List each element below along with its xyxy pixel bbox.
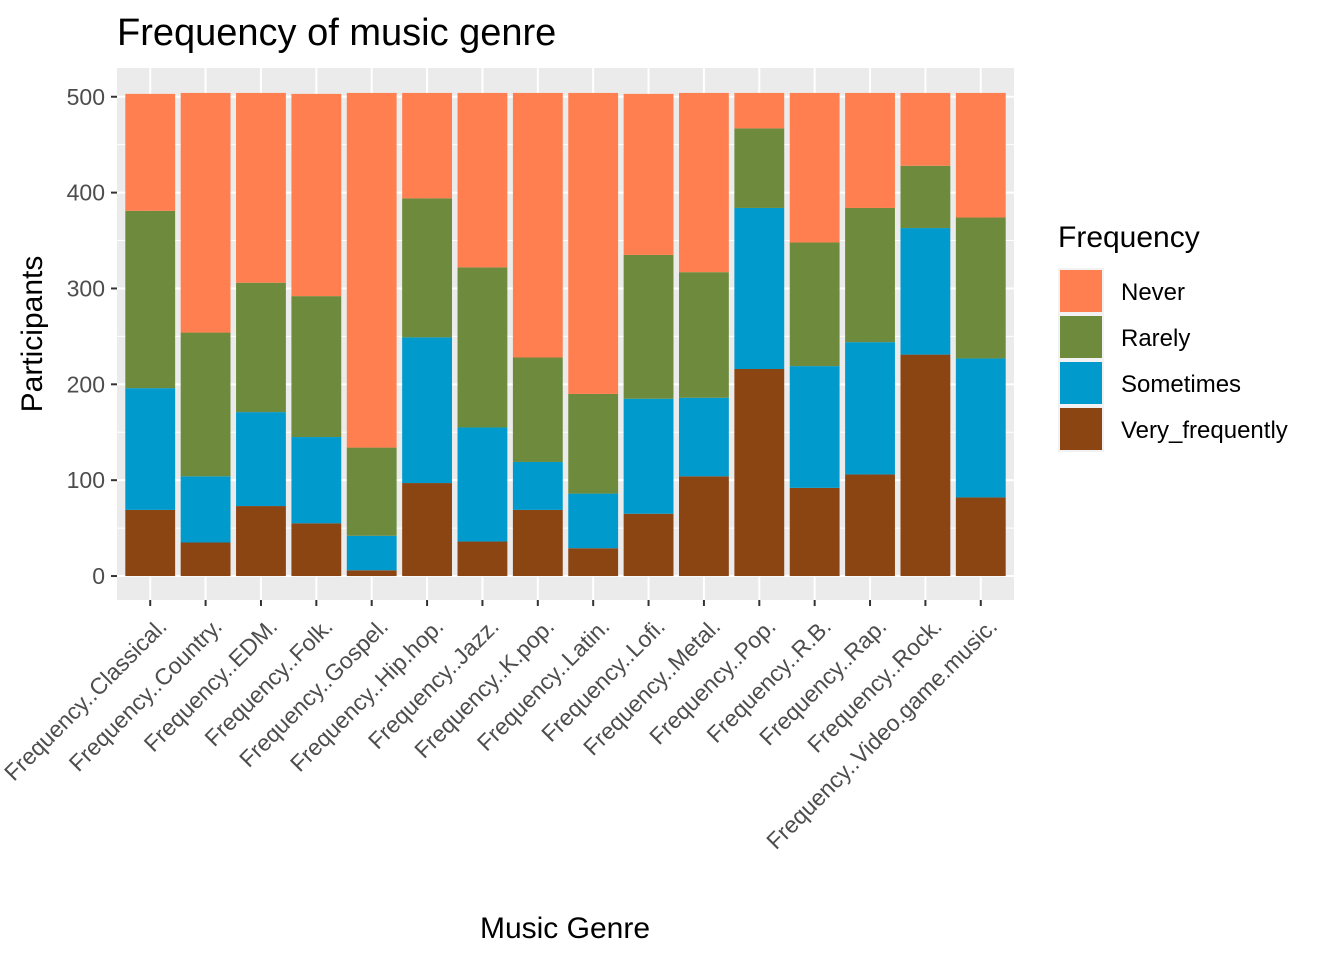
x-axis-title: Music Genre (480, 912, 650, 945)
bar-segment (955, 497, 1006, 577)
bar-segment (512, 461, 563, 510)
bar-segment (236, 412, 286, 507)
legend-label: Sometimes (1121, 371, 1241, 398)
bar-segment (789, 366, 840, 488)
bar-segment (679, 476, 729, 577)
bar-segment (734, 207, 785, 369)
bar-segment (236, 92, 286, 283)
bar-segment (734, 92, 785, 129)
bar-segment (623, 93, 674, 255)
bar-segment (291, 437, 342, 524)
bar-segment (845, 474, 895, 577)
bar-segment (955, 92, 1006, 218)
legend: Frequency Never Rarely Sometimes Very_frequ… (1058, 221, 1288, 452)
x-axis: Frequency..Classical.Frequency..Country.… (0, 600, 1002, 854)
bar-segment (291, 296, 342, 438)
bar-segment (845, 92, 895, 208)
bar-segment (402, 92, 452, 199)
bar-segment (789, 242, 840, 367)
legend-swatch (1060, 316, 1102, 358)
y-tick-label: 300 (67, 275, 105, 301)
bar-segment (955, 358, 1006, 498)
bar-segment (734, 128, 785, 208)
bar-segment (180, 92, 231, 333)
bar-segment (900, 165, 951, 229)
bar-segment (346, 535, 397, 571)
y-tick-label: 0 (92, 563, 105, 589)
bar-segment (789, 487, 840, 577)
y-axis: 0 100 200 300 400 500 (67, 84, 117, 589)
legend-label: Rarely (1121, 325, 1190, 352)
bar-segment (512, 357, 563, 462)
legend-label: Never (1121, 279, 1185, 306)
bar-segment (512, 92, 563, 358)
bar-segment (623, 513, 674, 577)
bar-segment (845, 207, 895, 343)
bar-segment (457, 541, 508, 577)
bar-segment (125, 388, 176, 510)
legend-label: Very_frequently (1121, 417, 1288, 444)
y-tick-label: 200 (67, 371, 105, 397)
bar-segment (457, 427, 508, 542)
bar-segment (236, 506, 286, 577)
bar-segment (845, 342, 895, 475)
bar-segment (291, 523, 342, 577)
legend-title: Frequency (1058, 221, 1200, 254)
bar-segment (402, 483, 452, 577)
bar-segment (679, 272, 729, 398)
y-tick-label: 500 (67, 84, 105, 110)
bar-segment (346, 570, 397, 577)
bar-segment (402, 198, 452, 338)
bar-segment (457, 267, 508, 428)
bar-segment (402, 337, 452, 484)
legend-swatch (1060, 362, 1102, 404)
bar-segment (291, 93, 342, 297)
bar-segment (789, 92, 840, 243)
bar-segment (734, 368, 785, 577)
bar-segment (236, 282, 286, 413)
bar-segment (180, 332, 231, 477)
bar-segment (125, 210, 176, 389)
bar-segment (900, 92, 951, 166)
bar-segment (623, 398, 674, 514)
bar-segment (900, 228, 951, 355)
bar-segment (346, 447, 397, 536)
bar-segment (125, 509, 176, 577)
bar-segment (955, 217, 1006, 359)
chart-title: Frequency of music genre (117, 12, 556, 54)
legend-swatch (1060, 408, 1102, 450)
y-tick-label: 400 (67, 180, 105, 206)
bar-segment (900, 354, 951, 577)
bar-segment (125, 93, 176, 211)
bar-segment (180, 542, 231, 577)
bar-segment (568, 393, 619, 494)
bar-segment (346, 92, 397, 448)
bar-segment (568, 548, 619, 577)
bar-segment (512, 509, 563, 577)
y-tick-label: 100 (67, 467, 105, 493)
bar-segment (679, 397, 729, 477)
bar-segment (568, 493, 619, 549)
bars-layer (125, 92, 1006, 577)
bar-segment (457, 92, 508, 268)
bar-segment (623, 254, 674, 399)
bar-segment (180, 476, 231, 543)
bar-segment (679, 92, 729, 273)
y-axis-title: Participants (16, 256, 49, 413)
legend-swatch (1060, 270, 1102, 312)
bar-segment (568, 92, 619, 394)
